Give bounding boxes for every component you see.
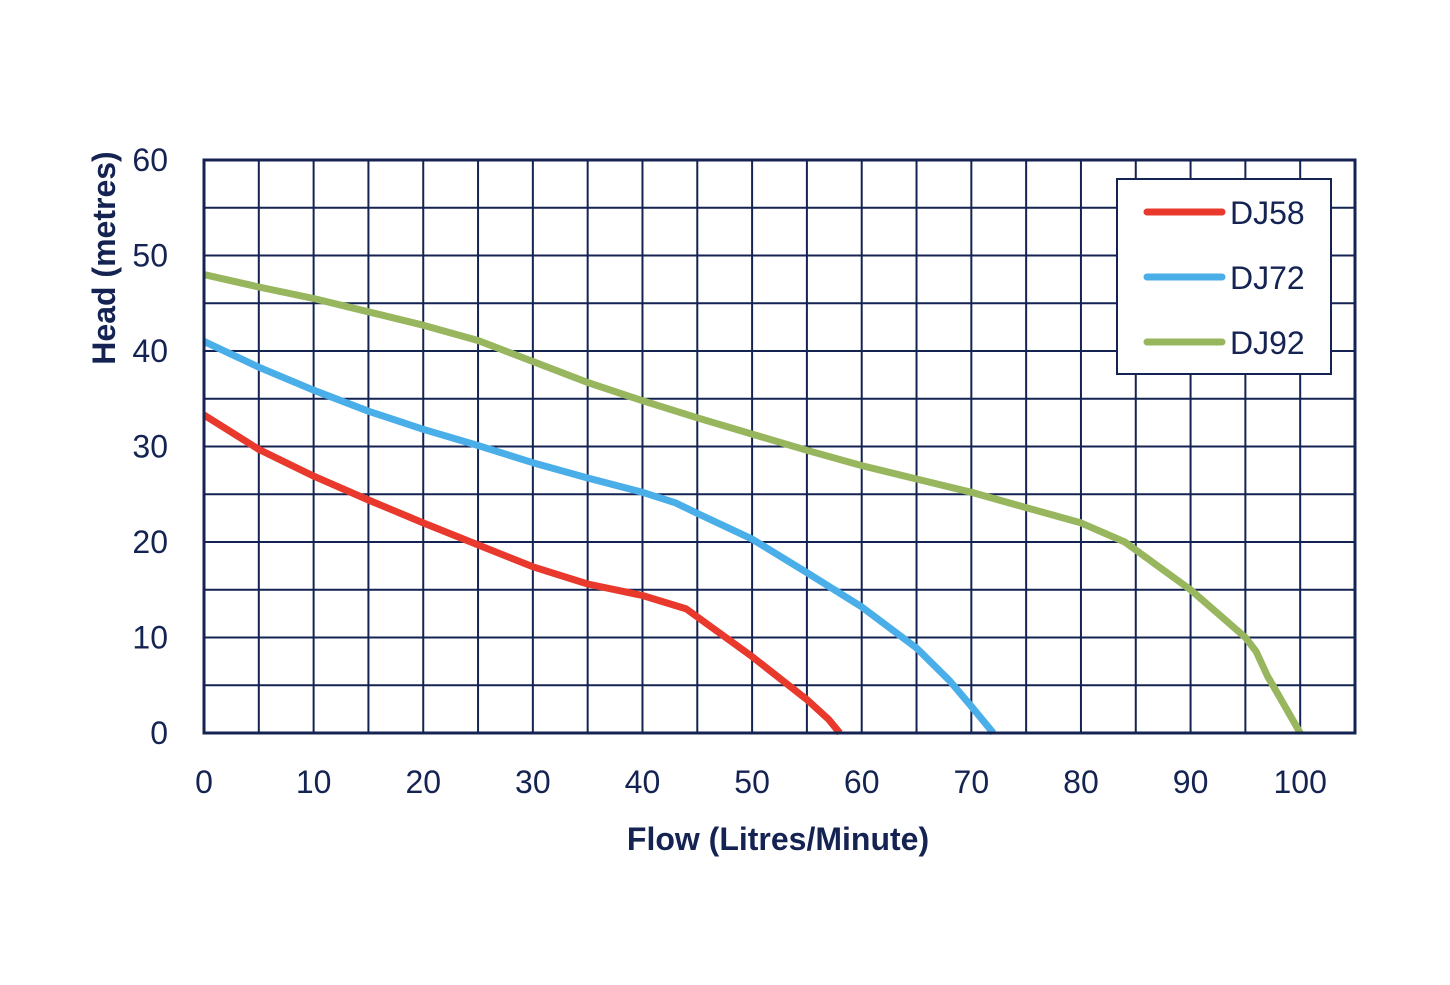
x-axis-title: Flow (Litres/Minute)	[627, 821, 929, 857]
y-tick-label: 10	[132, 620, 168, 656]
x-tick-label: 90	[1173, 764, 1209, 800]
y-axis-ticks: 0 10 20 30 40 50 60	[132, 142, 168, 751]
series-lines	[202, 271, 1304, 736]
plot-frame	[202, 158, 1357, 735]
plot-border	[202, 158, 1357, 735]
x-tick-label: 60	[844, 764, 880, 800]
legend-label-dj72: DJ72	[1230, 260, 1305, 296]
x-tick-label: 40	[625, 764, 661, 800]
legend-label-dj58: DJ58	[1230, 195, 1305, 231]
legend: DJ58 DJ72 DJ92	[1116, 178, 1332, 375]
x-tick-label: 10	[296, 764, 332, 800]
y-tick-label: 50	[132, 238, 168, 274]
series-line-dj92	[203, 271, 1304, 735]
x-tick-label: 100	[1273, 764, 1326, 800]
x-tick-label: 30	[515, 764, 551, 800]
y-tick-label: 0	[150, 715, 168, 751]
y-tick-label: 60	[132, 142, 168, 178]
x-tick-label: 0	[195, 764, 213, 800]
legend-label-dj92: DJ92	[1230, 325, 1305, 361]
y-tick-label: 20	[132, 524, 168, 560]
x-tick-label: 70	[954, 764, 990, 800]
y-axis-title: Head (metres)	[86, 151, 122, 364]
x-axis-ticks: 0 10 20 30 40 50 60 70 80 90 100	[195, 764, 1327, 800]
x-tick-label: 80	[1063, 764, 1099, 800]
x-tick-label: 20	[405, 764, 441, 800]
y-tick-label: 40	[132, 333, 168, 369]
series-line-dj72	[202, 338, 997, 736]
x-tick-label: 50	[734, 764, 770, 800]
y-tick-label: 30	[132, 429, 168, 465]
series-line-dj58	[202, 412, 843, 736]
